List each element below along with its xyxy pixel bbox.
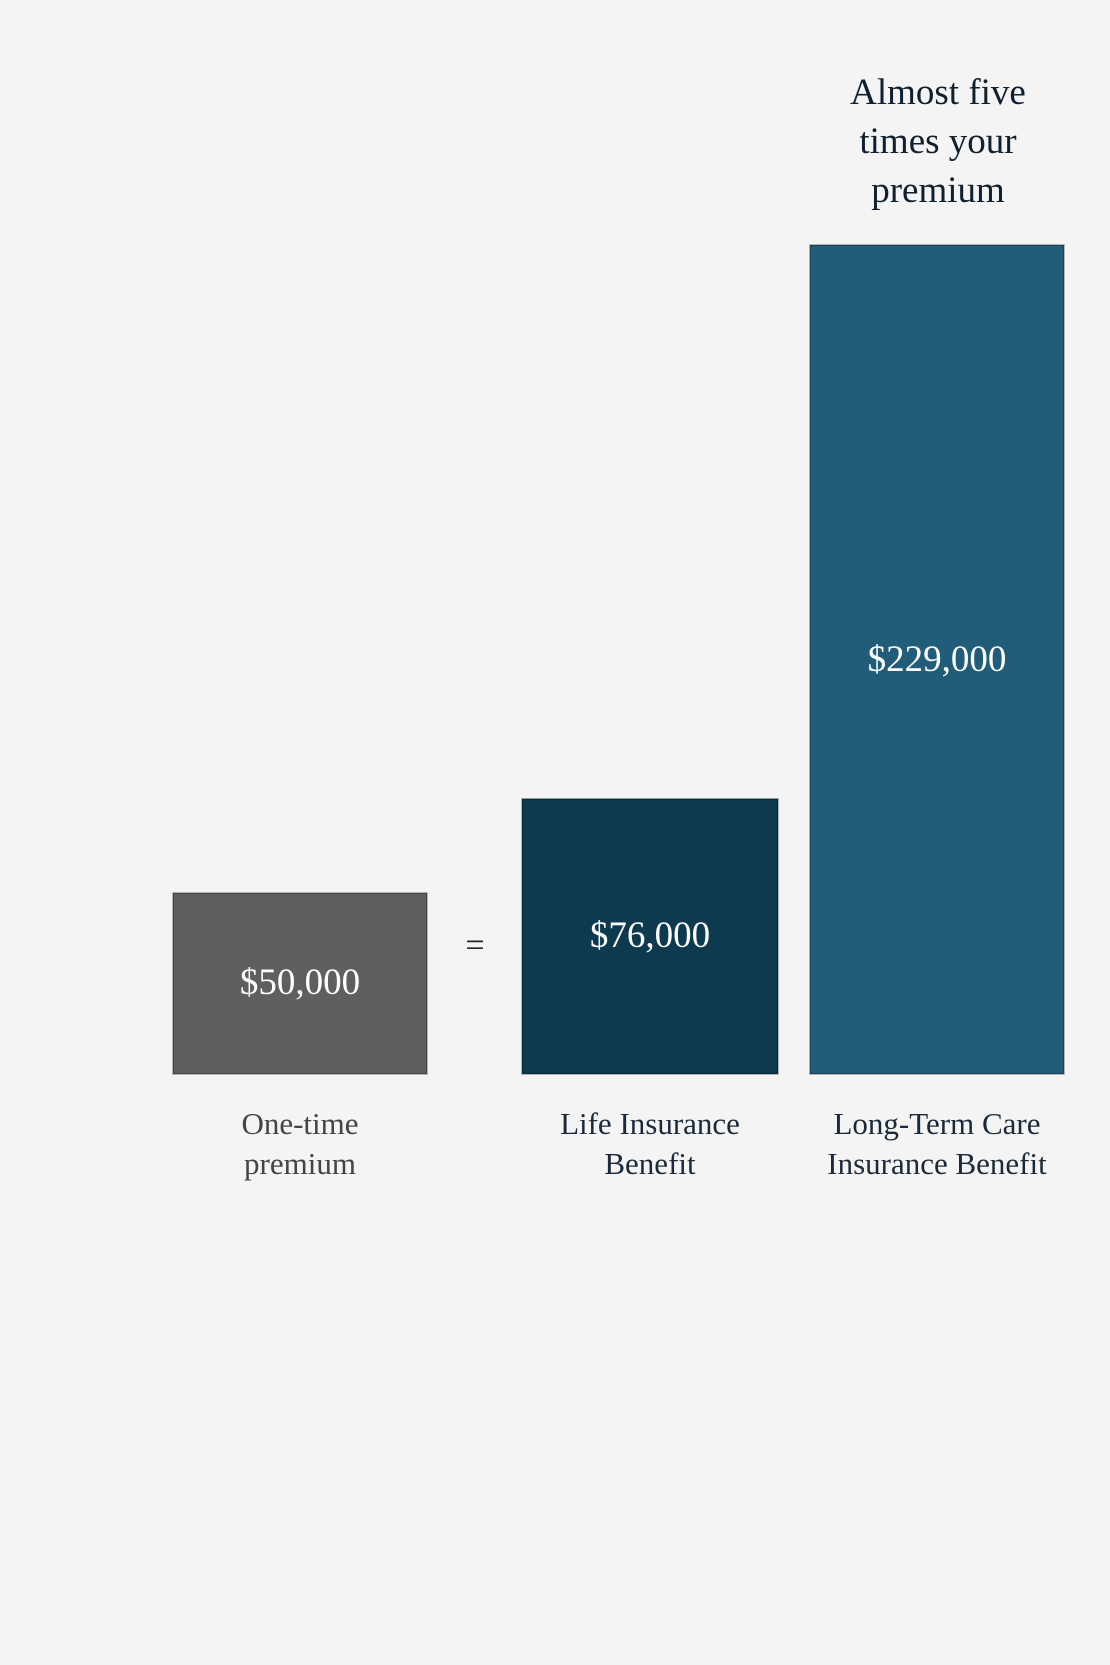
bar bbox=[172, 892, 428, 1075]
value-label: $76,000 bbox=[589, 915, 711, 957]
value-label: $50,000 bbox=[239, 962, 361, 1004]
bar bbox=[809, 244, 1065, 1075]
category-label: Long-Term Care Insurance Benefit bbox=[827, 1106, 1047, 1182]
annotation: Almost five times your premium bbox=[850, 72, 1026, 212]
value-label: $229,000 bbox=[867, 638, 1007, 680]
category-label: Life Insurance Benefit bbox=[560, 1106, 740, 1182]
bar bbox=[521, 798, 779, 1075]
category-label: One-time premium bbox=[241, 1106, 359, 1182]
operator: = bbox=[465, 926, 485, 964]
